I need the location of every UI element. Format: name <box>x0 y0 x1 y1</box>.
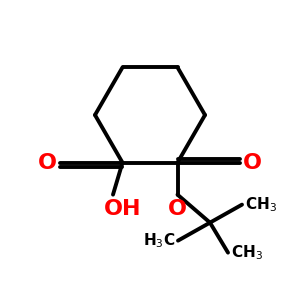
Text: OH: OH <box>104 199 141 219</box>
Text: O: O <box>168 199 187 219</box>
Text: CH$_3$: CH$_3$ <box>245 195 277 214</box>
Text: CH$_3$: CH$_3$ <box>231 243 263 262</box>
Text: O: O <box>38 153 57 172</box>
Text: H$_3$C: H$_3$C <box>143 231 175 250</box>
Text: O: O <box>243 153 262 172</box>
